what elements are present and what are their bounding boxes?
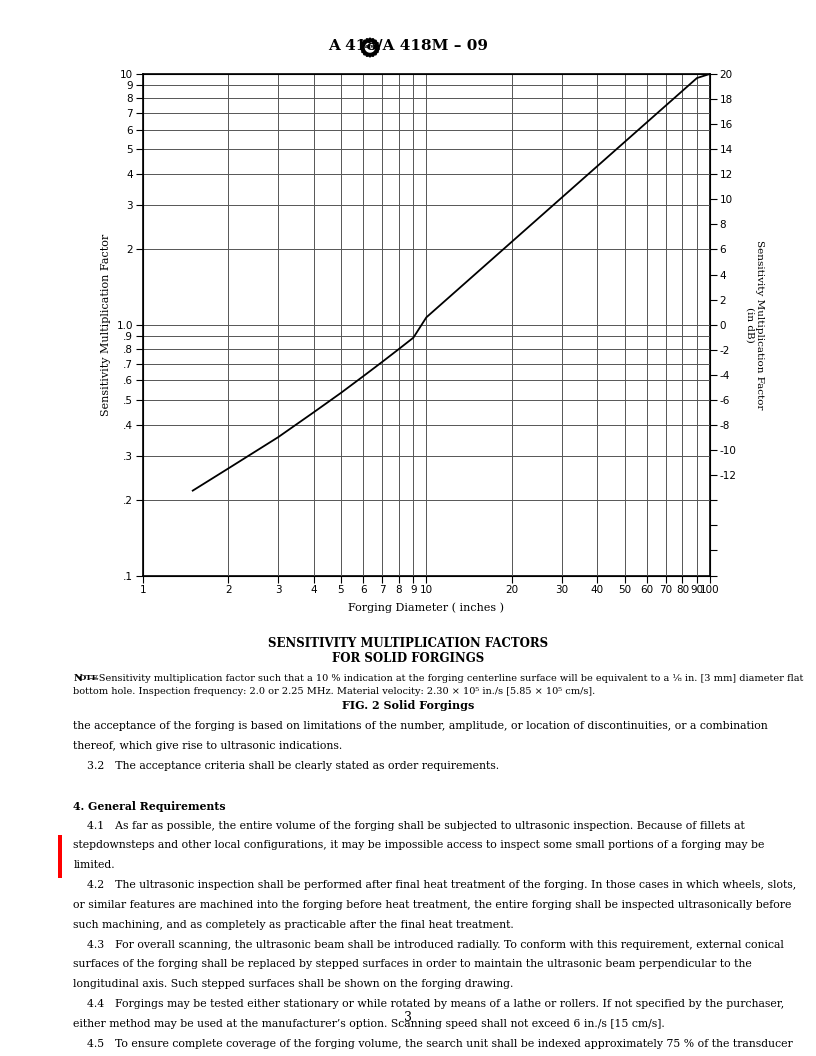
Polygon shape [361,38,379,57]
Text: FOR SOLID FORGINGS: FOR SOLID FORGINGS [332,652,484,664]
Text: such machining, and as completely as practicable after the final heat treatment.: such machining, and as completely as pra… [73,920,514,929]
Text: 4.1 As far as possible, the entire volume of the forging shall be subjected to u: 4.1 As far as possible, the entire volum… [73,821,745,830]
Text: either method may be used at the manufacturer’s option. Scanning speed shall not: either method may be used at the manufac… [73,1019,665,1029]
Text: 4.4 Forgings may be tested either stationary or while rotated by means of a lath: 4.4 Forgings may be tested either statio… [73,999,785,1010]
Y-axis label: Sensitivity Multiplication Factor
(in dB): Sensitivity Multiplication Factor (in dB… [745,240,765,410]
Text: FIG. 2 Solid Forgings: FIG. 2 Solid Forgings [342,700,474,711]
Text: 3.2 The acceptance criteria shall be clearly stated as order requirements.: 3.2 The acceptance criteria shall be cle… [73,761,499,771]
Text: thereof, which give rise to ultrasonic indications.: thereof, which give rise to ultrasonic i… [73,741,343,751]
Bar [58,835,62,878]
Text: 4. General Requirements: 4. General Requirements [73,800,226,812]
Text: limited.: limited. [73,861,115,870]
Text: 3: 3 [404,1012,412,1024]
Text: 4.2 The ultrasonic inspection shall be performed after final heat treatment of t: 4.2 The ultrasonic inspection shall be p… [73,880,796,890]
Y-axis label: Sensitivity Multiplication Factor: Sensitivity Multiplication Factor [101,233,111,416]
Text: 4.5 To ensure complete coverage of the forging volume, the search unit shall be : 4.5 To ensure complete coverage of the f… [73,1039,793,1049]
Text: longitudinal axis. Such stepped surfaces shall be shown on the forging drawing.: longitudinal axis. Such stepped surfaces… [73,979,514,989]
X-axis label: Forging Diameter ( inches ): Forging Diameter ( inches ) [348,602,504,612]
Text: —Sensitivity multiplication factor such that a 10 % indication at the forging ce: —Sensitivity multiplication factor such … [90,674,804,683]
Text: or similar features are machined into the forging before heat treatment, the ent: or similar features are machined into th… [73,900,792,910]
Text: ASTM: ASTM [366,44,375,49]
Text: bottom hole. Inspection frequency: 2.0 or 2.25 MHz. Material velocity: 2.30 × 10: bottom hole. Inspection frequency: 2.0 o… [73,687,596,697]
Text: stepdownsteps and other local configurations, it may be impossible access to ins: stepdownsteps and other local configurat… [73,841,765,850]
Text: the acceptance of the forging is based on limitations of the number, amplitude, : the acceptance of the forging is based o… [73,721,768,731]
Text: 4.3 For overall scanning, the ultrasonic beam shall be introduced radially. To c: 4.3 For overall scanning, the ultrasonic… [73,940,784,949]
Text: N: N [73,674,82,683]
Text: SENSITIVITY MULTIPLICATION FACTORS: SENSITIVITY MULTIPLICATION FACTORS [268,637,548,649]
Polygon shape [366,43,375,52]
Text: surfaces of the forging shall be replaced by stepped surfaces in order to mainta: surfaces of the forging shall be replace… [73,960,752,969]
Text: A 418/A 418M – 09: A 418/A 418M – 09 [328,38,488,52]
Text: OTE: OTE [78,674,99,682]
